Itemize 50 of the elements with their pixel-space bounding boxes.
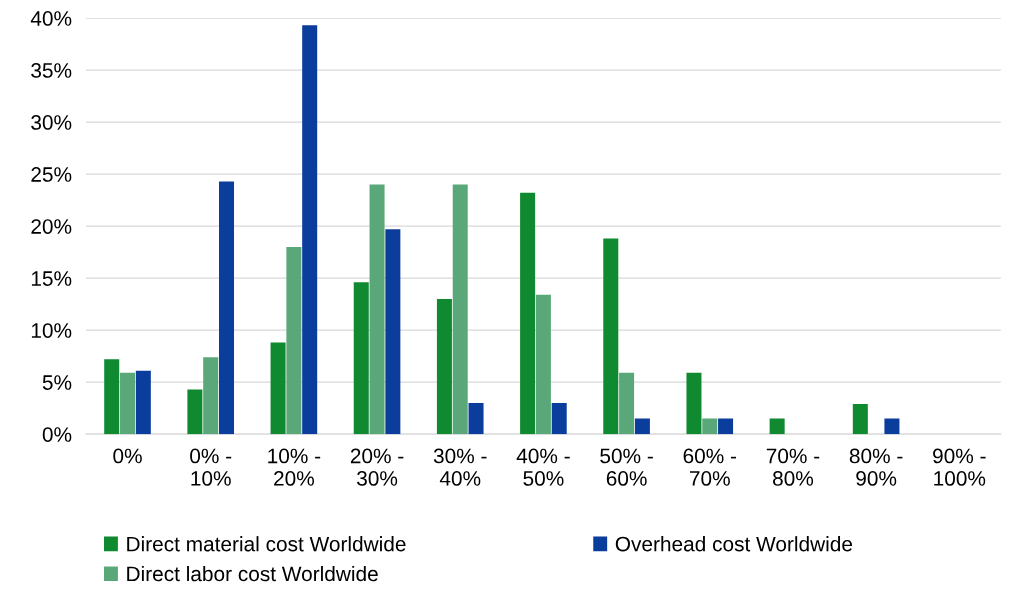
y-tick-label: 20% [31, 219, 72, 234]
y-tick-label: 5% [42, 375, 72, 390]
bar [353, 282, 369, 435]
x-tick-label: 10% - 20% [268, 448, 321, 486]
y-tick-label: 10% [31, 323, 72, 338]
legend-label: Overhead cost Worldwide [615, 536, 853, 552]
x-tick-label: 40% - 50% [516, 448, 570, 486]
bar [187, 389, 203, 435]
bar [270, 342, 286, 435]
x-tick-label: 90% - 100% [933, 448, 986, 486]
x-tick-label: 0% - 10% [190, 448, 232, 486]
bar [603, 238, 619, 435]
bar [219, 181, 235, 435]
bar [718, 418, 734, 435]
legend-label: Direct material cost Worldwide [127, 536, 406, 552]
bar [436, 298, 452, 435]
bar [884, 418, 900, 435]
bar [634, 418, 650, 435]
x-tick-label: 80% - 90% [849, 448, 903, 486]
bar [369, 184, 385, 435]
bar [120, 372, 136, 435]
bar [302, 25, 318, 435]
bar [468, 402, 484, 435]
bar [852, 403, 868, 435]
bar [385, 229, 401, 435]
bar [135, 370, 151, 435]
x-tick-label: 70% - 80% [766, 448, 820, 486]
bar [769, 418, 785, 435]
x-tick-label: 20% - 30% [350, 448, 404, 486]
y-tick-label: 25% [31, 167, 72, 182]
bar [619, 372, 635, 435]
y-tick-label: 30% [31, 115, 72, 130]
y-tick-label: 0% [42, 427, 72, 442]
bar [203, 357, 219, 435]
y-tick-label: 40% [30, 11, 72, 26]
y-tick-label: 35% [31, 63, 72, 78]
bar [551, 402, 567, 435]
bar [702, 418, 718, 435]
x-tick-label: 0% [113, 448, 142, 464]
bar [286, 246, 302, 435]
x-tick-label: 60% - 70% [683, 448, 737, 486]
x-tick-label: 30% - 40% [433, 448, 487, 486]
x-tick-label: 50% - 60% [600, 448, 653, 486]
y-tick-label: 15% [31, 271, 72, 286]
legend-label: Direct labor cost Worldwide [127, 565, 378, 582]
bar [104, 359, 120, 435]
bar [520, 192, 536, 435]
bar [686, 372, 702, 435]
bar [535, 294, 551, 435]
bar [452, 184, 468, 435]
